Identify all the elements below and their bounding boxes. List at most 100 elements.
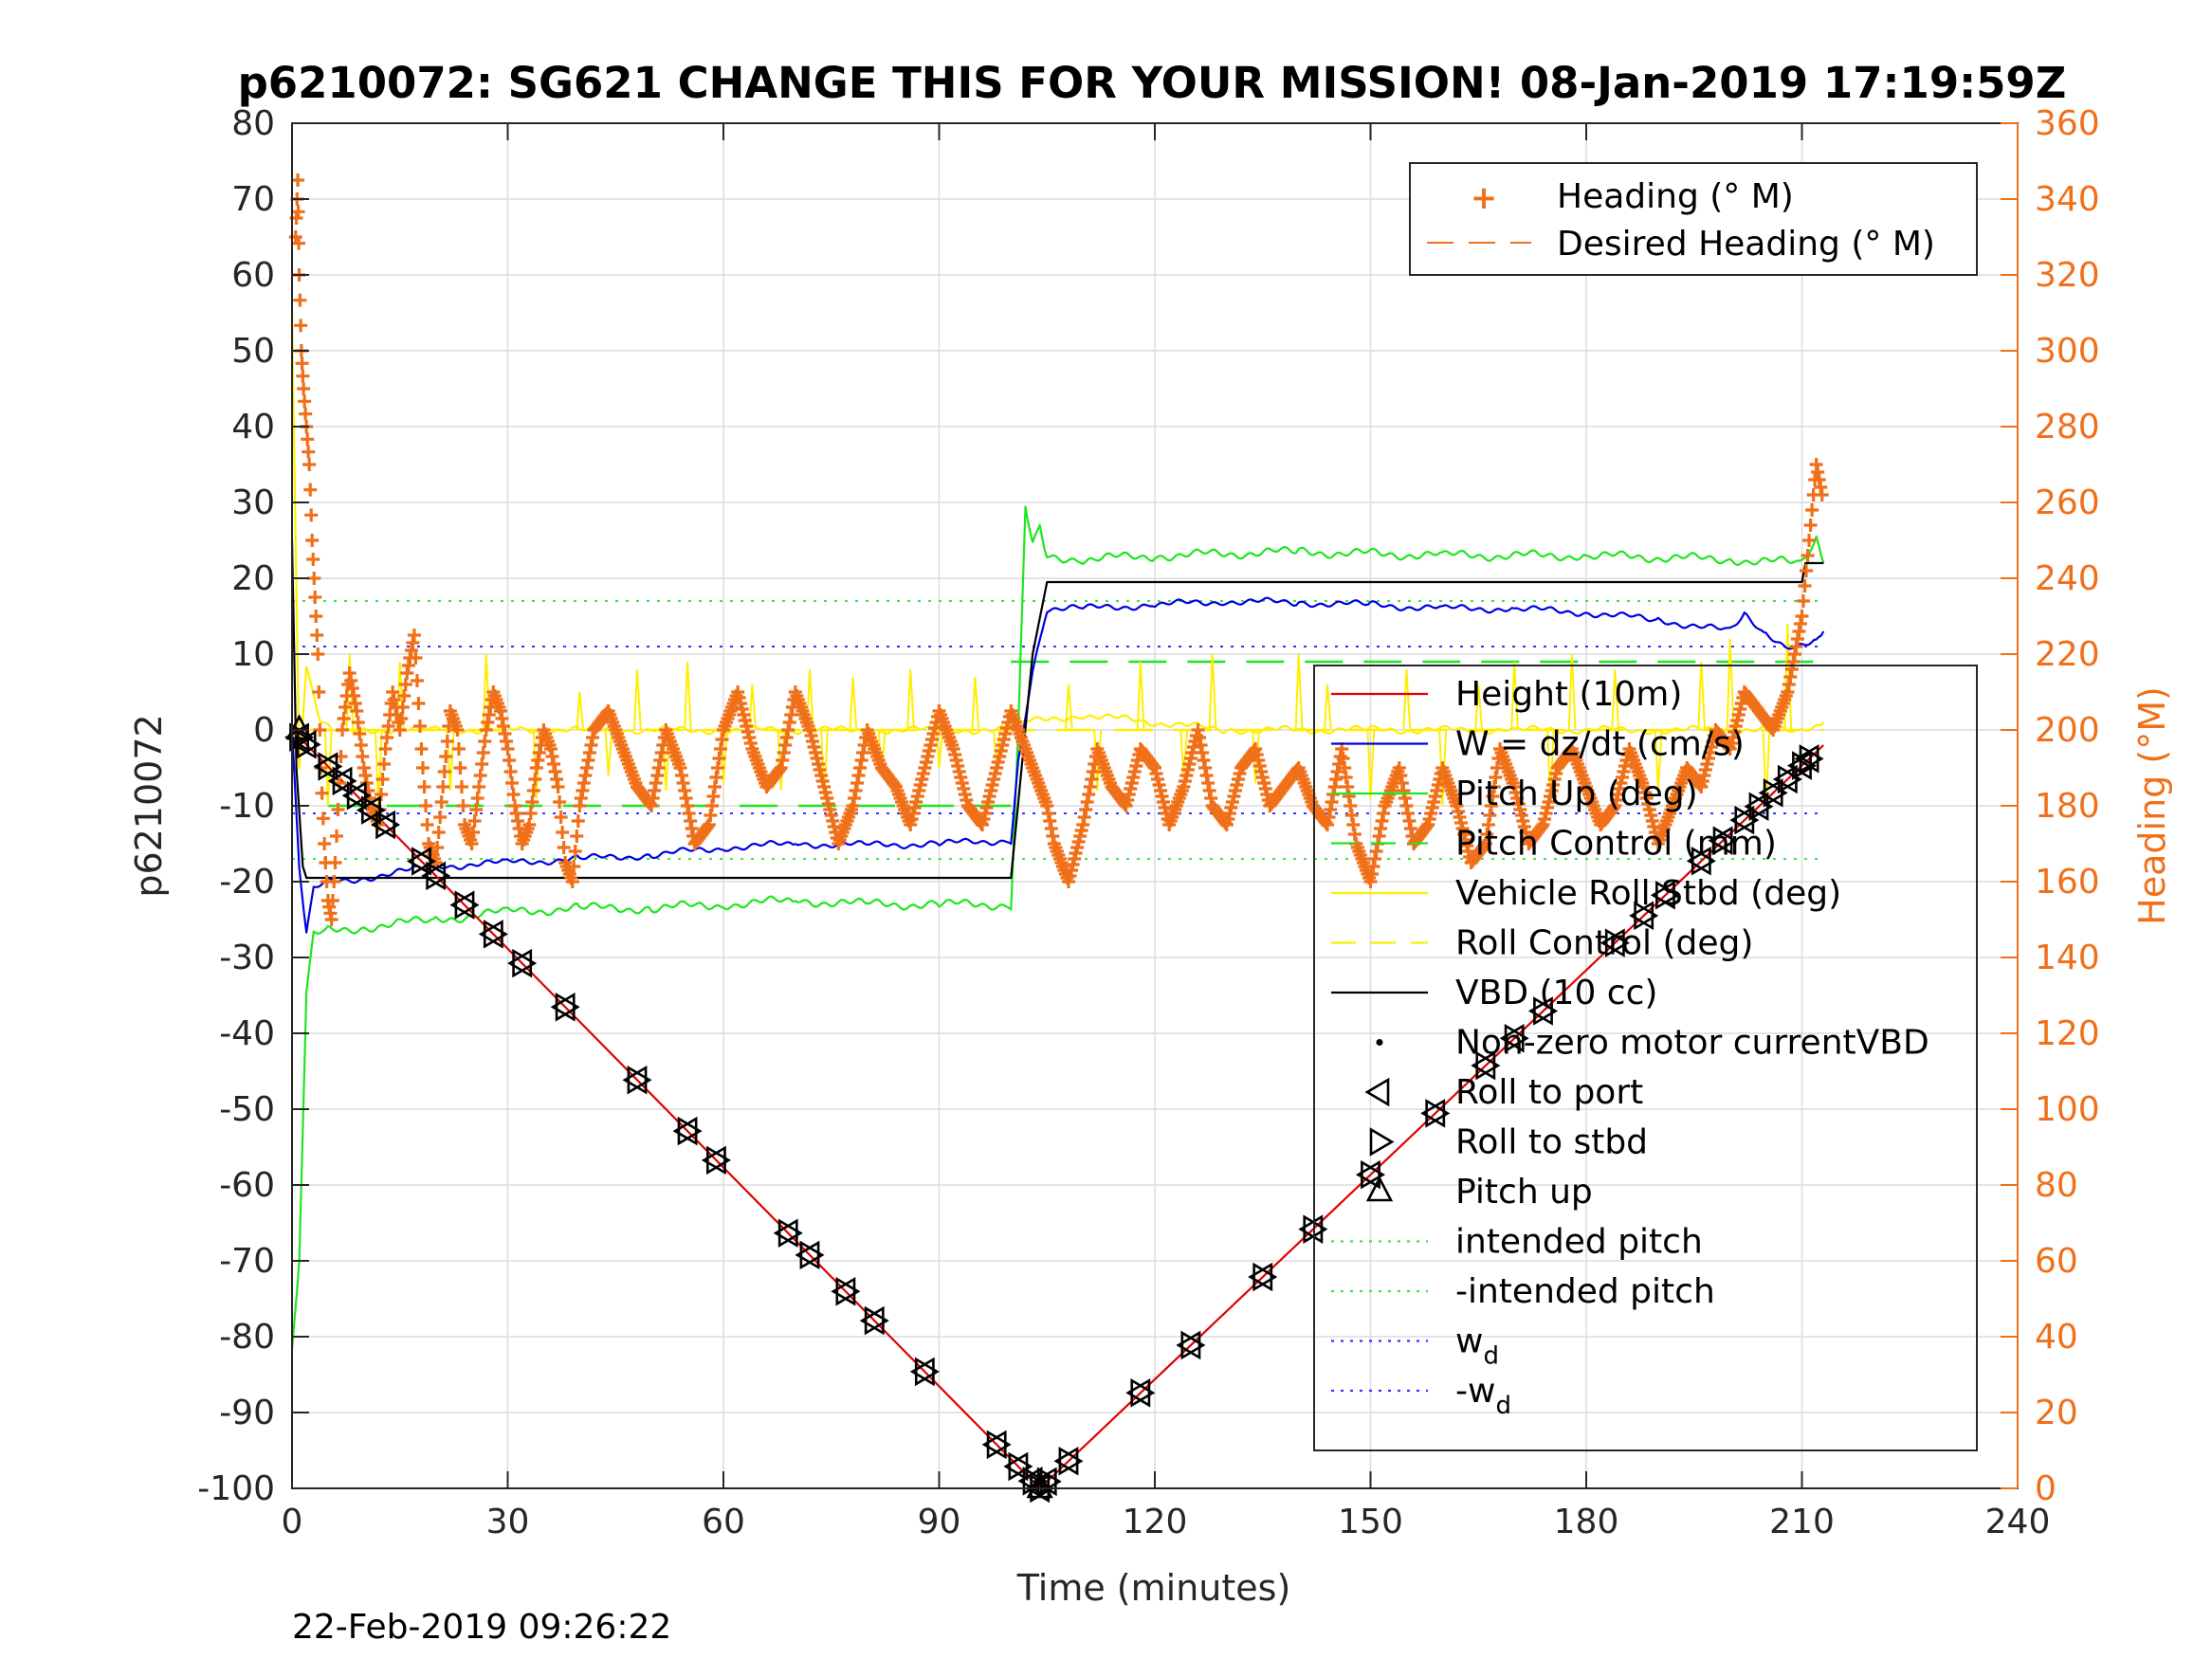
- heading-point: [328, 856, 342, 869]
- y-tick-label-right: 240: [2035, 559, 2100, 598]
- legend-entry-label: -intended pitch: [1455, 1272, 1715, 1311]
- roll-marker-dive-left: [421, 861, 447, 891]
- roll-marker-dive-left: [622, 1065, 648, 1095]
- y-tick-label-left: 70: [231, 180, 275, 219]
- y-tick-label-right: 340: [2035, 180, 2100, 219]
- roll-marker-climb-right: [1799, 744, 1824, 774]
- legend-entry-label: intended pitch: [1455, 1223, 1703, 1262]
- y-tick-label-left: 0: [253, 711, 275, 750]
- roll-marker-dive-right: [411, 847, 437, 876]
- heading-point: [454, 780, 468, 793]
- roll-marker-climb-right: [1691, 847, 1716, 876]
- y-tick-label-left: 50: [231, 332, 275, 371]
- heading-point: [433, 811, 448, 824]
- y-tick-label-right: 60: [2035, 1242, 2078, 1281]
- series-vehicle-roll-spike: [1438, 729, 1448, 807]
- data-series: [288, 173, 1829, 1490]
- roll-marker-dive-right: [289, 722, 315, 752]
- series-w-dzdt: [290, 596, 1825, 934]
- y-tick-label-right: 180: [2035, 787, 2100, 826]
- roll-marker-climb-right: [1634, 901, 1659, 931]
- legend-entry-label: Roll Control (deg): [1455, 924, 1753, 963]
- heading-point: [565, 875, 579, 888]
- roll-marker-dive-left: [406, 847, 431, 876]
- heading-point: [338, 701, 353, 714]
- roll-marker-climb-right: [1734, 805, 1760, 835]
- roll-marker-climb-left: [1176, 1330, 1201, 1360]
- roll-marker-climb-right: [1252, 1262, 1278, 1292]
- roll-marker-dive-right: [627, 1065, 652, 1095]
- heading-point: [525, 795, 539, 809]
- heading-point: [1797, 594, 1811, 608]
- y-tick-label-left: 20: [231, 559, 275, 598]
- roll-marker-dive-left: [981, 1430, 1007, 1460]
- heading-point: [331, 803, 345, 816]
- pitch-up-marker: [285, 714, 313, 740]
- heading-point: [1798, 579, 1812, 592]
- roll-marker-climb-left: [1629, 901, 1654, 931]
- heading-point: [375, 788, 389, 801]
- heading-point: [312, 685, 326, 699]
- roll-marker-dive-left: [859, 1305, 885, 1336]
- roll-marker-climb-right: [1058, 1446, 1084, 1476]
- heading-point: [451, 742, 466, 756]
- heading-point: [291, 205, 305, 219]
- heading-point: [551, 780, 565, 793]
- roll-marker-dive-right: [361, 795, 386, 825]
- roll-marker-climb-right: [1180, 1330, 1206, 1360]
- heading-point: [306, 553, 320, 566]
- heading-point: [469, 803, 484, 816]
- roll-marker-climb-left: [1527, 996, 1553, 1026]
- roll-marker-dive-left: [773, 1218, 798, 1249]
- heading-point: [325, 894, 339, 907]
- heading-point: [302, 445, 316, 459]
- y-tick-label-right: 100: [2035, 1090, 2100, 1129]
- roll-marker-dive-right: [426, 861, 451, 891]
- roll-marker-dive-right: [986, 1430, 1012, 1460]
- heading-point: [316, 811, 330, 826]
- heading-point: [554, 811, 568, 824]
- y-tick-label-right: 320: [2035, 256, 2100, 295]
- heading-point: [522, 818, 537, 831]
- heading-point: [523, 807, 538, 820]
- series-vbd: [290, 539, 1824, 880]
- y-tick-label-left: -100: [197, 1469, 275, 1508]
- legend-entry-subscript: d: [1483, 1342, 1499, 1371]
- legend-entry-label: Roll to port: [1455, 1073, 1643, 1112]
- legend-entry-heading: Heading (° M): [1557, 177, 1794, 216]
- heading-point: [526, 784, 540, 797]
- heading-point: [430, 841, 445, 854]
- heading-point: [1795, 610, 1809, 623]
- legend-entry-label: Pitch Control (mm): [1455, 825, 1777, 864]
- series-vehicle-roll-spike: [1474, 684, 1484, 731]
- y-axis-label-left: p6210072: [128, 714, 170, 897]
- heading-point: [411, 697, 426, 710]
- heading-point: [473, 769, 487, 782]
- legend-entry-label: Roll to stbd: [1455, 1123, 1648, 1162]
- legend-entry-label: Vehicle Roll Stbd (deg): [1455, 874, 1841, 913]
- roll-marker-dive-right: [677, 1116, 703, 1146]
- heading-point: [327, 875, 341, 888]
- roll-marker-climb-right: [1475, 1050, 1501, 1081]
- heading-point: [377, 757, 392, 771]
- y-tick-label-right: 40: [2035, 1318, 2078, 1357]
- heading-point: [450, 723, 465, 737]
- roll-marker-climb-left: [1420, 1099, 1446, 1128]
- pitch-up-marker: [1026, 1472, 1053, 1499]
- roll-marker-dive-left: [1003, 1451, 1029, 1482]
- series-vehicle-roll-spike: [1697, 661, 1707, 731]
- roll-marker-climb-left: [1248, 1262, 1273, 1292]
- heading-point: [295, 356, 309, 371]
- roll-marker-climb-left: [1125, 1378, 1151, 1408]
- legend-entry-label: Pitch up: [1455, 1173, 1593, 1212]
- y-tick-label-right: 120: [2035, 1014, 2100, 1053]
- series-vehicle-roll-spike: [971, 676, 980, 731]
- heading-point: [294, 319, 308, 333]
- y-tick-label-right: 200: [2035, 711, 2100, 750]
- heading-point: [416, 761, 430, 775]
- heading-point: [409, 651, 423, 665]
- heading-point: [397, 689, 411, 702]
- roll-marker-dive-left: [478, 920, 503, 949]
- roll-marker-dive-left: [371, 810, 395, 840]
